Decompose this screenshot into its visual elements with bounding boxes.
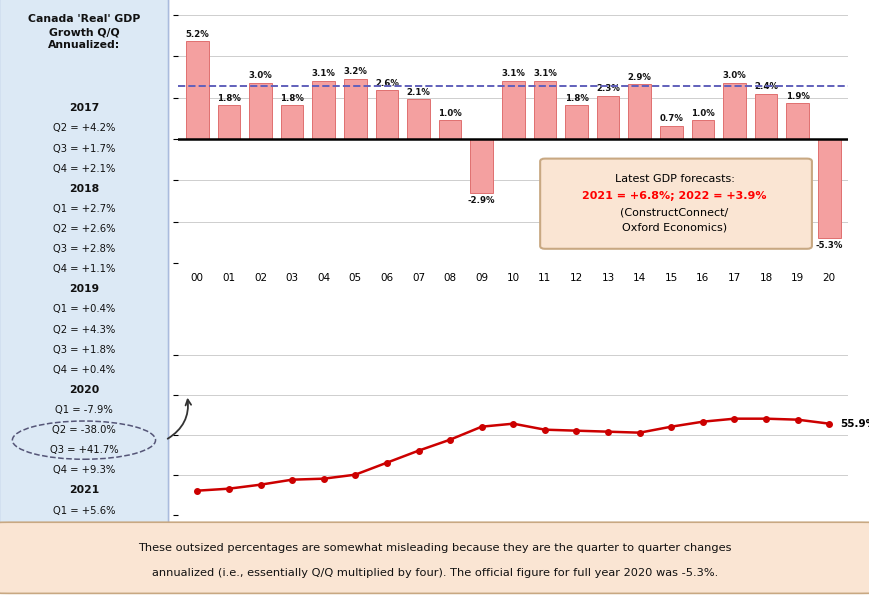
FancyBboxPatch shape — [0, 0, 169, 534]
FancyBboxPatch shape — [0, 522, 869, 593]
Text: Q4 = +2.1%: Q4 = +2.1% — [53, 164, 115, 174]
Bar — [786, 103, 808, 139]
Text: Q2 = -38.0%: Q2 = -38.0% — [52, 425, 116, 435]
Text: annualized (i.e., essentially Q/Q multiplied by four). The official figure for f: annualized (i.e., essentially Q/Q multip… — [152, 568, 717, 578]
Text: 3.0%: 3.0% — [249, 71, 272, 80]
Bar — [753, 94, 777, 139]
Bar — [407, 99, 429, 139]
Bar — [249, 83, 272, 139]
Text: 2017: 2017 — [69, 104, 99, 113]
Text: Q2 = +4.3%: Q2 = +4.3% — [53, 324, 115, 334]
Bar — [186, 41, 209, 139]
Text: 3.2%: 3.2% — [343, 67, 367, 76]
Text: 3.1%: 3.1% — [501, 69, 525, 78]
Bar — [627, 84, 650, 139]
Text: Canada 'Real' GDP
Growth Q/Q
Annualized:: Canada 'Real' GDP Growth Q/Q Annualized: — [28, 14, 140, 50]
Text: Q1 = +5.6%: Q1 = +5.6% — [53, 506, 115, 515]
Bar — [533, 81, 555, 139]
Text: (ConstructConnect/: (ConstructConnect/ — [620, 208, 727, 217]
Text: 5.2%: 5.2% — [185, 30, 209, 39]
Text: -5.3%: -5.3% — [814, 241, 842, 250]
Y-axis label: Consumer Spending
as % Share of GDP: Consumer Spending as % Share of GDP — [109, 382, 131, 487]
Text: 1.0%: 1.0% — [690, 109, 714, 118]
Text: 0.7%: 0.7% — [659, 114, 682, 123]
Bar — [343, 79, 366, 139]
Text: 3.1%: 3.1% — [311, 69, 335, 78]
Text: Q2 = +4.2%: Q2 = +4.2% — [53, 123, 115, 133]
Text: 2018: 2018 — [69, 184, 99, 194]
Text: Q4 = +9.3%: Q4 = +9.3% — [53, 465, 115, 475]
Text: 2.4%: 2.4% — [753, 82, 777, 92]
Text: Q4 = +1.1%: Q4 = +1.1% — [53, 264, 115, 274]
Bar — [596, 96, 619, 139]
Text: 1.9%: 1.9% — [785, 92, 809, 101]
Text: Q3 = +1.7%: Q3 = +1.7% — [53, 143, 115, 154]
Text: Q1 = +0.4%: Q1 = +0.4% — [53, 305, 115, 314]
Bar — [217, 105, 240, 139]
Text: Q2 = +2.6%: Q2 = +2.6% — [53, 224, 115, 234]
Text: 2021 = +6.8%; 2022 = +3.9%: 2021 = +6.8%; 2022 = +3.9% — [581, 190, 766, 201]
Text: 2021: 2021 — [69, 486, 99, 496]
Bar — [722, 83, 745, 139]
Bar — [660, 126, 682, 139]
Text: These outsized percentages are somewhat misleading because they are the quarter : These outsized percentages are somewhat … — [138, 543, 731, 553]
Y-axis label: % Change, Yr vs Previous Yr: % Change, Yr vs Previous Yr — [124, 65, 134, 212]
Bar — [312, 81, 335, 139]
Text: Q1 = -7.9%: Q1 = -7.9% — [55, 405, 113, 415]
Bar — [691, 120, 713, 139]
Bar — [501, 81, 524, 139]
Bar — [565, 105, 587, 139]
Text: Q1 = +2.7%: Q1 = +2.7% — [53, 204, 115, 214]
Text: Q4 = +0.4%: Q4 = +0.4% — [53, 365, 115, 375]
Text: 1.8%: 1.8% — [216, 93, 241, 102]
Bar — [375, 90, 398, 139]
Text: -2.9%: -2.9% — [468, 196, 494, 205]
Bar — [817, 139, 839, 239]
Text: 3.1%: 3.1% — [533, 69, 556, 78]
Text: 2.6%: 2.6% — [375, 79, 398, 87]
Bar — [470, 139, 493, 193]
Text: Q3 = +1.8%: Q3 = +1.8% — [53, 345, 115, 355]
Text: 1.8%: 1.8% — [564, 93, 587, 102]
Text: 2019: 2019 — [69, 284, 99, 295]
Text: Q3 = +41.7%: Q3 = +41.7% — [50, 445, 118, 455]
Text: Q3 = +2.8%: Q3 = +2.8% — [53, 244, 115, 254]
Bar — [281, 105, 303, 139]
Text: 1.8%: 1.8% — [280, 93, 303, 102]
Text: 2.3%: 2.3% — [595, 84, 620, 93]
X-axis label: Year: Year — [497, 540, 528, 553]
FancyBboxPatch shape — [540, 159, 811, 249]
Text: 1.0%: 1.0% — [438, 109, 461, 118]
Bar — [438, 120, 461, 139]
Text: 3.0%: 3.0% — [722, 71, 746, 80]
Text: 55.9%: 55.9% — [839, 419, 869, 428]
Text: 2.1%: 2.1% — [406, 88, 430, 97]
Text: Latest GDP forecasts:: Latest GDP forecasts: — [614, 174, 733, 184]
Text: Oxford Economics): Oxford Economics) — [621, 223, 726, 233]
Text: 2.9%: 2.9% — [627, 73, 651, 82]
Text: 2020: 2020 — [69, 385, 99, 395]
